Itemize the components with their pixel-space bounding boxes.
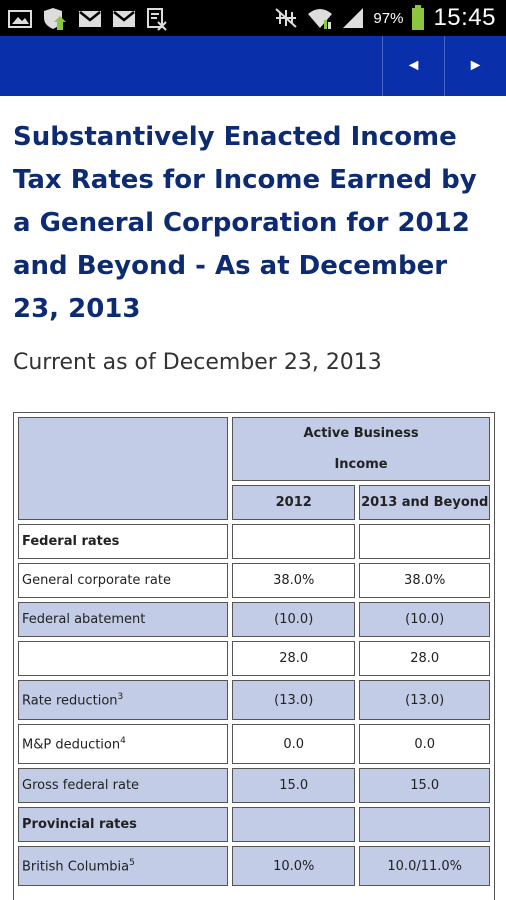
gmail-icon	[112, 9, 136, 29]
cell-2012	[232, 807, 356, 842]
page-title: Substantively Enacted Income Tax Rates f…	[13, 122, 477, 324]
previous-arrow-icon: ◄	[405, 57, 422, 74]
cell-2012: (10.0)	[232, 602, 356, 637]
row-label: Federal abatement	[18, 602, 229, 637]
cell-2012: 15.0	[232, 768, 356, 803]
cell-2012: 28.0	[232, 641, 356, 676]
cell-2012: 0.0	[232, 724, 356, 764]
mute-icon	[273, 7, 299, 29]
cell-2013: 28.0	[359, 641, 490, 676]
tax-rate-table-frame: Active Business Income 2012 2013 and Bey…	[13, 412, 495, 900]
table-row: Gross federal rate 15.0 15.0	[18, 768, 490, 803]
document-icon	[146, 7, 168, 31]
column-header-2013: 2013 and Beyond	[359, 485, 490, 520]
previous-page-button[interactable]: ◄	[382, 36, 444, 96]
cell-2012: (13.0)	[232, 680, 356, 720]
cell-2013: 38.0%	[359, 563, 490, 598]
table-row: Federal rates	[18, 524, 490, 559]
row-label: British Columbia	[22, 859, 130, 875]
status-bar: 97% 15:45	[0, 0, 506, 36]
wifi-icon	[307, 6, 333, 30]
column-header-2012: 2012	[232, 485, 356, 520]
table-row: Federal abatement (10.0) (10.0)	[18, 602, 490, 637]
row-label-with-note: M&P deduction4	[18, 724, 229, 764]
battery-percent: 97%	[373, 9, 404, 27]
footnote-ref[interactable]: 5	[129, 857, 135, 868]
footnote-ref[interactable]: 3	[117, 691, 124, 702]
row-label-with-note: British Columbia5	[18, 846, 229, 886]
cell-2012	[232, 524, 356, 559]
image-icon	[8, 9, 32, 29]
cell-2012: 38.0%	[232, 563, 356, 598]
next-page-button[interactable]: ►	[444, 36, 506, 96]
tax-rate-table: Active Business Income 2012 2013 and Bey…	[14, 413, 494, 890]
app-bar: ◄ ►	[0, 36, 506, 96]
table-row: General corporate rate 38.0% 38.0%	[18, 563, 490, 598]
row-label	[18, 641, 229, 676]
row-label: General corporate rate	[18, 563, 229, 598]
row-label: Provincial rates	[18, 807, 229, 842]
clock: 15:45	[433, 4, 496, 31]
footnote-ref[interactable]: 4	[120, 735, 126, 746]
row-label: Rate reduction	[22, 693, 118, 709]
row-label-with-note: Rate reduction3	[18, 680, 229, 720]
shield-update-icon	[42, 6, 68, 32]
battery-icon	[411, 5, 425, 31]
page-subtitle: Current as of December 23, 2013	[13, 350, 382, 375]
row-label: Federal rates	[18, 524, 229, 559]
cell-2013: (13.0)	[359, 680, 490, 720]
row-label: Gross federal rate	[18, 768, 229, 803]
next-arrow-icon: ►	[467, 57, 484, 74]
table-row: Rate reduction3 (13.0) (13.0)	[18, 680, 490, 720]
cell-2013: 15.0	[359, 768, 490, 803]
header-empty-cell	[18, 417, 229, 520]
table-row: Provincial rates	[18, 807, 490, 842]
gmail-icon	[78, 9, 102, 29]
cell-2013: 0.0	[359, 724, 490, 764]
row-label: M&P deduction	[22, 737, 121, 753]
signal-icon	[341, 7, 365, 29]
cell-2013	[359, 524, 490, 559]
cell-2013: (10.0)	[359, 602, 490, 637]
table-row: 28.0 28.0	[18, 641, 490, 676]
table-row: M&P deduction4 0.0 0.0	[18, 724, 490, 764]
cell-2013	[359, 807, 490, 842]
cell-2013: 10.0/11.0%	[359, 846, 490, 886]
cell-2012: 10.0%	[232, 846, 356, 886]
table-row: British Columbia5 10.0% 10.0/11.0%	[18, 846, 490, 886]
header-group: Active Business Income	[232, 417, 490, 481]
